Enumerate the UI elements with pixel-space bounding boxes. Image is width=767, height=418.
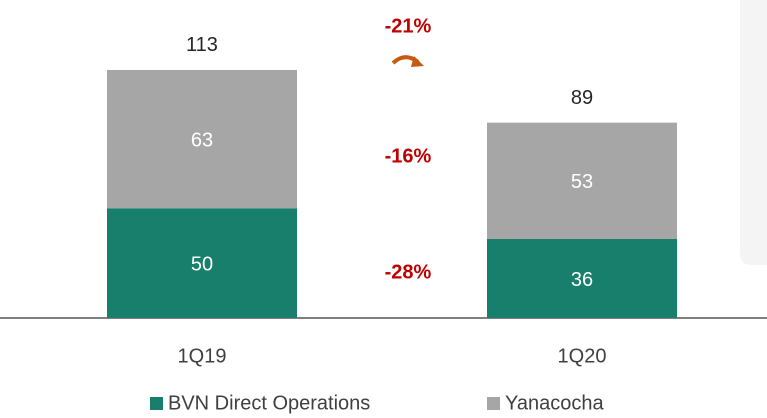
- annotation: -28%: [385, 261, 432, 283]
- x-tick-label: 1Q20: [558, 345, 607, 367]
- legend-label: BVN Direct Operations: [168, 392, 370, 414]
- bar-segment: [487, 122, 677, 239]
- total-label: 113: [186, 34, 218, 56]
- legend-swatch: [487, 397, 500, 410]
- x-tick-label: 1Q19: [178, 345, 227, 367]
- value-label: 50: [191, 253, 213, 275]
- legend-swatch: [150, 397, 163, 410]
- value-label: 53: [571, 171, 593, 193]
- annotation: -21%: [385, 15, 432, 37]
- bar-segment: [107, 69, 297, 209]
- side-panel: [740, 0, 767, 265]
- annotation: -16%: [385, 145, 432, 167]
- bar-segment: [107, 208, 297, 318]
- value-label: 63: [191, 129, 213, 151]
- total-label: 89: [571, 87, 593, 109]
- value-label: 36: [571, 269, 593, 291]
- arrow-head: [411, 56, 424, 67]
- legend-label: Yanacocha: [505, 392, 604, 414]
- bar-segment: [487, 238, 677, 318]
